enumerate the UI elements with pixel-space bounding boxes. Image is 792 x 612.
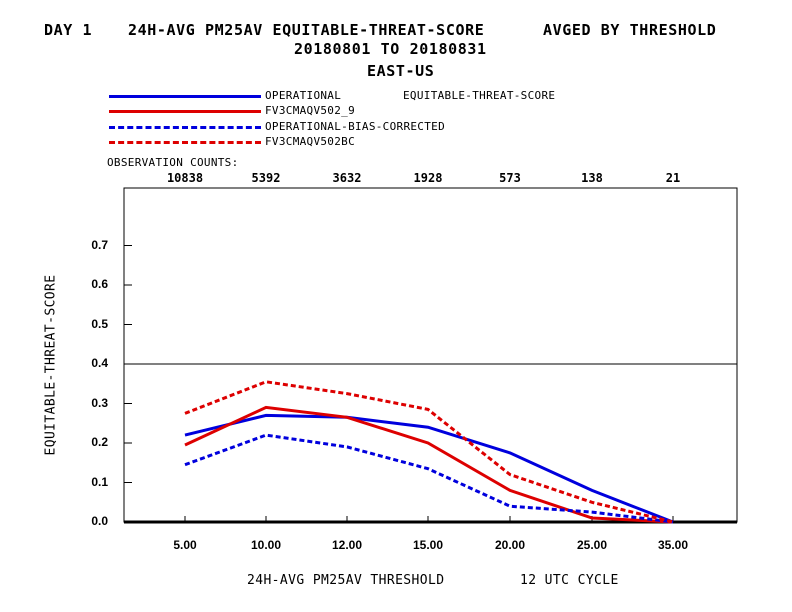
- legend-label-fv3cmaqv502bc: FV3CMAQV502BC: [265, 135, 355, 148]
- legend-metric-label: EQUITABLE-THREAT-SCORE: [403, 89, 556, 102]
- observation-count: 138: [581, 171, 603, 185]
- observation-count: 3632: [332, 171, 362, 185]
- observation-count: 5392: [251, 171, 281, 185]
- observation-count: 1928: [413, 171, 443, 185]
- y-tick-label: 0.6: [91, 277, 108, 291]
- y-tick-label: 0.3: [91, 395, 108, 410]
- series-line-fv3cmaqv502bc: [184, 380, 674, 524]
- x-tick-label: 12.00: [331, 538, 363, 552]
- observation-counts-label: OBSERVATION COUNTS:: [107, 156, 239, 169]
- title-day: DAY 1: [44, 21, 93, 39]
- legend-label-operational-bias-corrected: OPERATIONAL-BIAS-CORRECTED: [265, 120, 445, 133]
- legend-swatch-fv3cmaqv502-9: [109, 110, 261, 113]
- series-lines: [184, 380, 674, 524]
- title-averaging: AVGED BY THRESHOLD: [543, 21, 717, 39]
- legend-swatch-fv3cmaqv502bc: [109, 141, 261, 144]
- y-tick-label: 0.1: [91, 474, 108, 489]
- x-axis-title: 24H-AVG PM25AV THRESHOLD: [247, 573, 445, 588]
- y-tick-label: 0.0: [91, 514, 108, 528]
- x-tick-label: 25.00: [576, 538, 608, 552]
- chart-title: 24H-AVG PM25AV EQUITABLE-THREAT-SCORE: [128, 21, 485, 39]
- x-tick-label: 20.00: [494, 538, 526, 552]
- date-range: 20180801 TO 20180831: [294, 40, 487, 58]
- y-axis-title: EQUITABLE-THREAT-SCORE: [43, 274, 59, 456]
- y-tick-label: 0.5: [91, 316, 108, 331]
- y-tick-label: 0.4: [91, 356, 108, 370]
- observation-count: 573: [499, 171, 521, 185]
- series-line-operational-bias-corrected: [184, 433, 674, 524]
- y-tick-label: 0.7: [91, 237, 108, 252]
- observation-count: 10838: [166, 171, 204, 185]
- legend-label-operational: OPERATIONAL: [265, 89, 342, 102]
- region-label: EAST-US: [367, 62, 435, 80]
- y-tick-label: 0.2: [91, 435, 108, 449]
- observation-count: 21: [665, 171, 681, 185]
- legend-label-fv3cmaqv502-9: FV3CMAQV502_9: [265, 104, 355, 117]
- plot-frame: [123, 187, 738, 523]
- x-tick-label: 15.00: [412, 538, 444, 552]
- x-tick-label: 5.00: [173, 538, 197, 552]
- x-tick-label: 35.00: [657, 538, 689, 552]
- legend-swatch-operational-bias-corrected: [109, 126, 261, 129]
- x-tick-label: 10.00: [250, 538, 282, 552]
- legend-swatch-operational: [109, 95, 261, 98]
- x-axis-cycle-label: 12 UTC CYCLE: [520, 573, 619, 588]
- y-ticks: [124, 245, 132, 523]
